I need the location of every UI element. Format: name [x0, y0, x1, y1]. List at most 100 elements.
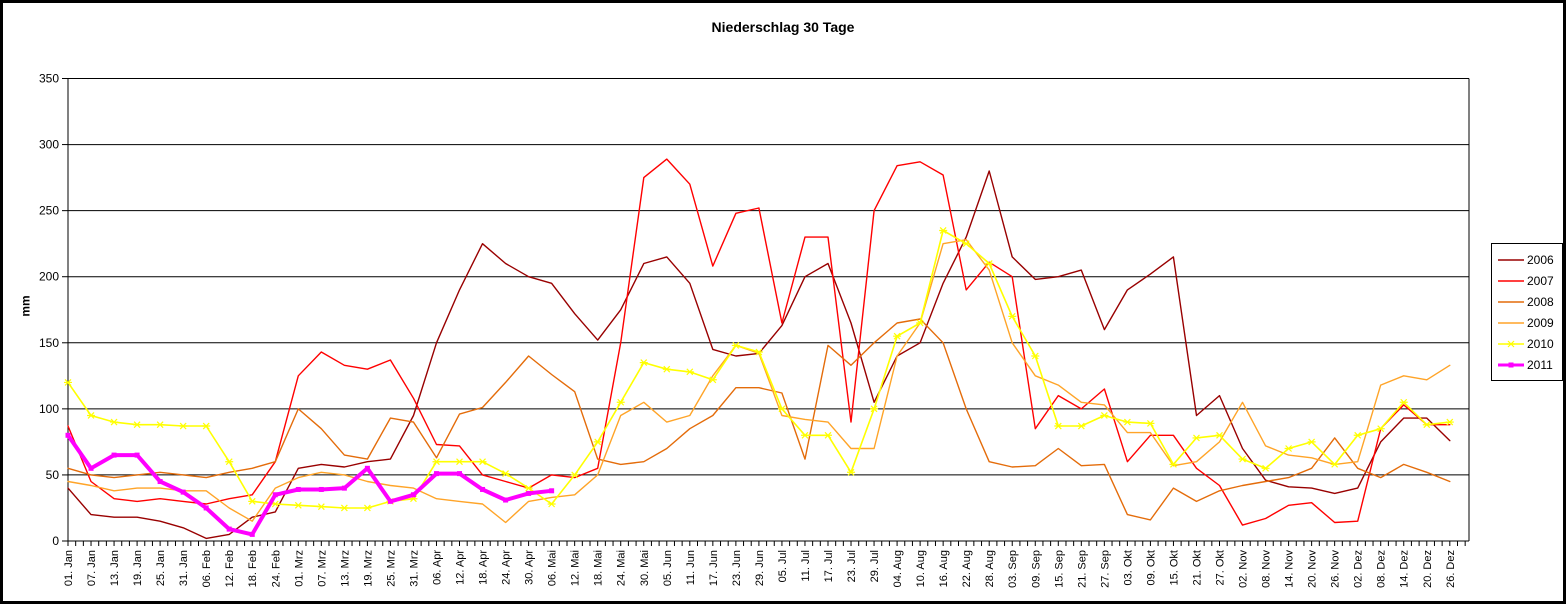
series-marker-2010 — [1169, 460, 1178, 468]
series-marker-2010 — [731, 342, 740, 349]
y-tick-label: 100 — [39, 402, 59, 416]
series-marker-2010 — [1123, 418, 1132, 426]
series-marker-2011 — [226, 526, 232, 532]
legend-item-2008: 2008 — [1498, 291, 1558, 312]
series-marker-2010 — [1031, 352, 1040, 360]
x-tick-label: 26. Nov — [1330, 550, 1342, 588]
x-tick-label: 18. Apr — [478, 550, 490, 585]
legend-item-2010: 2010 — [1498, 333, 1558, 354]
series-marker-2010 — [179, 422, 188, 430]
series-marker-2010 — [1376, 425, 1385, 433]
series-marker-2010 — [777, 405, 786, 413]
x-tick-label: 09. Sep — [1030, 550, 1042, 588]
series-marker-2011 — [134, 452, 140, 458]
series-marker-2010 — [524, 484, 533, 492]
y-tick-label: 350 — [39, 72, 59, 86]
chart-stage: Niederschlag 30 Tage mm 0 50 100 150 200 250 3… — [3, 3, 1563, 601]
series-marker-2010 — [64, 379, 72, 386]
series-marker-2010 — [478, 458, 487, 466]
legend-item-2006: 2006 — [1498, 249, 1558, 270]
x-tick-label: 20. Nov — [1307, 550, 1319, 588]
series-marker-2010 — [110, 418, 119, 426]
series-marker-2010 — [1261, 464, 1270, 472]
x-tick-label: 06. Apr — [431, 550, 443, 585]
series-marker-2011 — [457, 471, 463, 477]
series-marker-2011 — [272, 492, 278, 498]
x-tick-label: 23. Jul — [846, 550, 858, 582]
x-tick-label: 15. Sep — [1053, 550, 1065, 588]
x-tick-label: 08. Nov — [1261, 550, 1273, 588]
x-tick-label: 19. Jan — [132, 550, 144, 586]
legend-label-2006: 2006 — [1527, 252, 1554, 267]
series-marker-2011 — [88, 465, 94, 471]
x-tick-label: 03. Okt — [1122, 550, 1134, 585]
legend-item-2011: 2011 — [1498, 354, 1558, 375]
series-marker-2010 — [570, 471, 579, 479]
series-marker-2010 — [962, 240, 971, 248]
x-tick-label: 01. Mrz — [293, 550, 305, 587]
x-tick-label: 10. Aug — [915, 550, 927, 587]
x-tick-label: 30. Apr — [524, 550, 536, 585]
series-marker-2010 — [225, 458, 234, 466]
series-marker-2011 — [65, 432, 71, 438]
series-marker-2011 — [433, 471, 439, 477]
series-line-2010 — [67, 229, 1451, 509]
series-marker-2010 — [1054, 422, 1063, 430]
series-marker-2011 — [526, 490, 532, 496]
x-tick-label: 14. Dez — [1399, 550, 1411, 588]
series-marker-2010 — [985, 260, 994, 267]
series-marker-2010 — [202, 422, 211, 430]
x-tick-label: 01. Jan — [63, 550, 75, 586]
x-tick-label: 25. Mrz — [385, 550, 397, 587]
series-marker-2010 — [1100, 412, 1109, 419]
x-tick-label: 24. Mai — [616, 550, 628, 586]
legend-swatch-2008 — [1498, 300, 1524, 303]
x-tick-label: 02. Dez — [1353, 550, 1365, 588]
plot-area: 0 50 100 150 200 250 300 350 01. Jan 07. Jan 13. J… — [39, 72, 1470, 588]
y-tick-label: 250 — [39, 204, 59, 218]
x-tick-label: 24. Feb — [270, 550, 282, 587]
legend-label-2009: 2009 — [1527, 315, 1554, 330]
x-tick-label: 19. Mrz — [362, 550, 374, 587]
x-tick-label: 14. Nov — [1284, 550, 1296, 588]
x-tick-label: 21. Okt — [1191, 550, 1203, 585]
chart-title: Niederschlag 30 Tage — [711, 19, 855, 35]
x-tick-label: 12. Apr — [455, 550, 467, 585]
x-tick-label: 17. Jun — [708, 550, 720, 586]
series-marker-2010 — [1422, 421, 1431, 429]
x-tick-label: 08. Dez — [1376, 550, 1388, 588]
series-marker-2011 — [549, 488, 555, 494]
series-line-2008 — [67, 318, 1451, 521]
x-tick-label: 13. Jan — [109, 550, 121, 586]
series-marker-2010 — [616, 398, 625, 406]
series-marker-2010 — [1008, 312, 1017, 320]
x-tick-label: 11. Jul — [800, 550, 812, 582]
x-tick-label: 27. Okt — [1215, 550, 1227, 585]
series-marker-2011 — [364, 465, 370, 471]
x-tick-label: 31. Mrz — [408, 550, 420, 587]
series-marker-2011 — [341, 485, 347, 491]
x-tick-label: 26. Dez — [1445, 550, 1457, 588]
series-marker-2010 — [662, 365, 671, 373]
series-marker-2011 — [111, 452, 117, 458]
y-tick-label: 200 — [39, 270, 59, 284]
series-marker-2010 — [317, 503, 326, 511]
series-marker-2010 — [1238, 455, 1247, 463]
x-tick-label: 24. Apr — [501, 550, 513, 585]
series-marker-2010 — [1307, 438, 1316, 446]
series-marker-2011 — [503, 497, 509, 503]
series-marker-2010 — [939, 227, 948, 234]
x-tick-label: 18. Feb — [247, 550, 259, 587]
legend-swatch-2007 — [1498, 279, 1524, 282]
series-marker-2011 — [249, 531, 255, 537]
x-tick-label: 02. Nov — [1238, 550, 1250, 588]
x-tick-label: 06. Feb — [201, 550, 213, 587]
x-tick-label: 23. Jun — [731, 550, 743, 586]
series-marker-2010 — [432, 458, 441, 466]
series-marker-2010 — [1399, 398, 1408, 406]
x-tick-label: 18. Mai — [593, 550, 605, 586]
legend: 2006 2007 2008 2009 2010 2011 — [1491, 243, 1563, 381]
y-tick-label: 300 — [39, 138, 59, 152]
x-tick-label: 07. Jan — [86, 550, 98, 586]
